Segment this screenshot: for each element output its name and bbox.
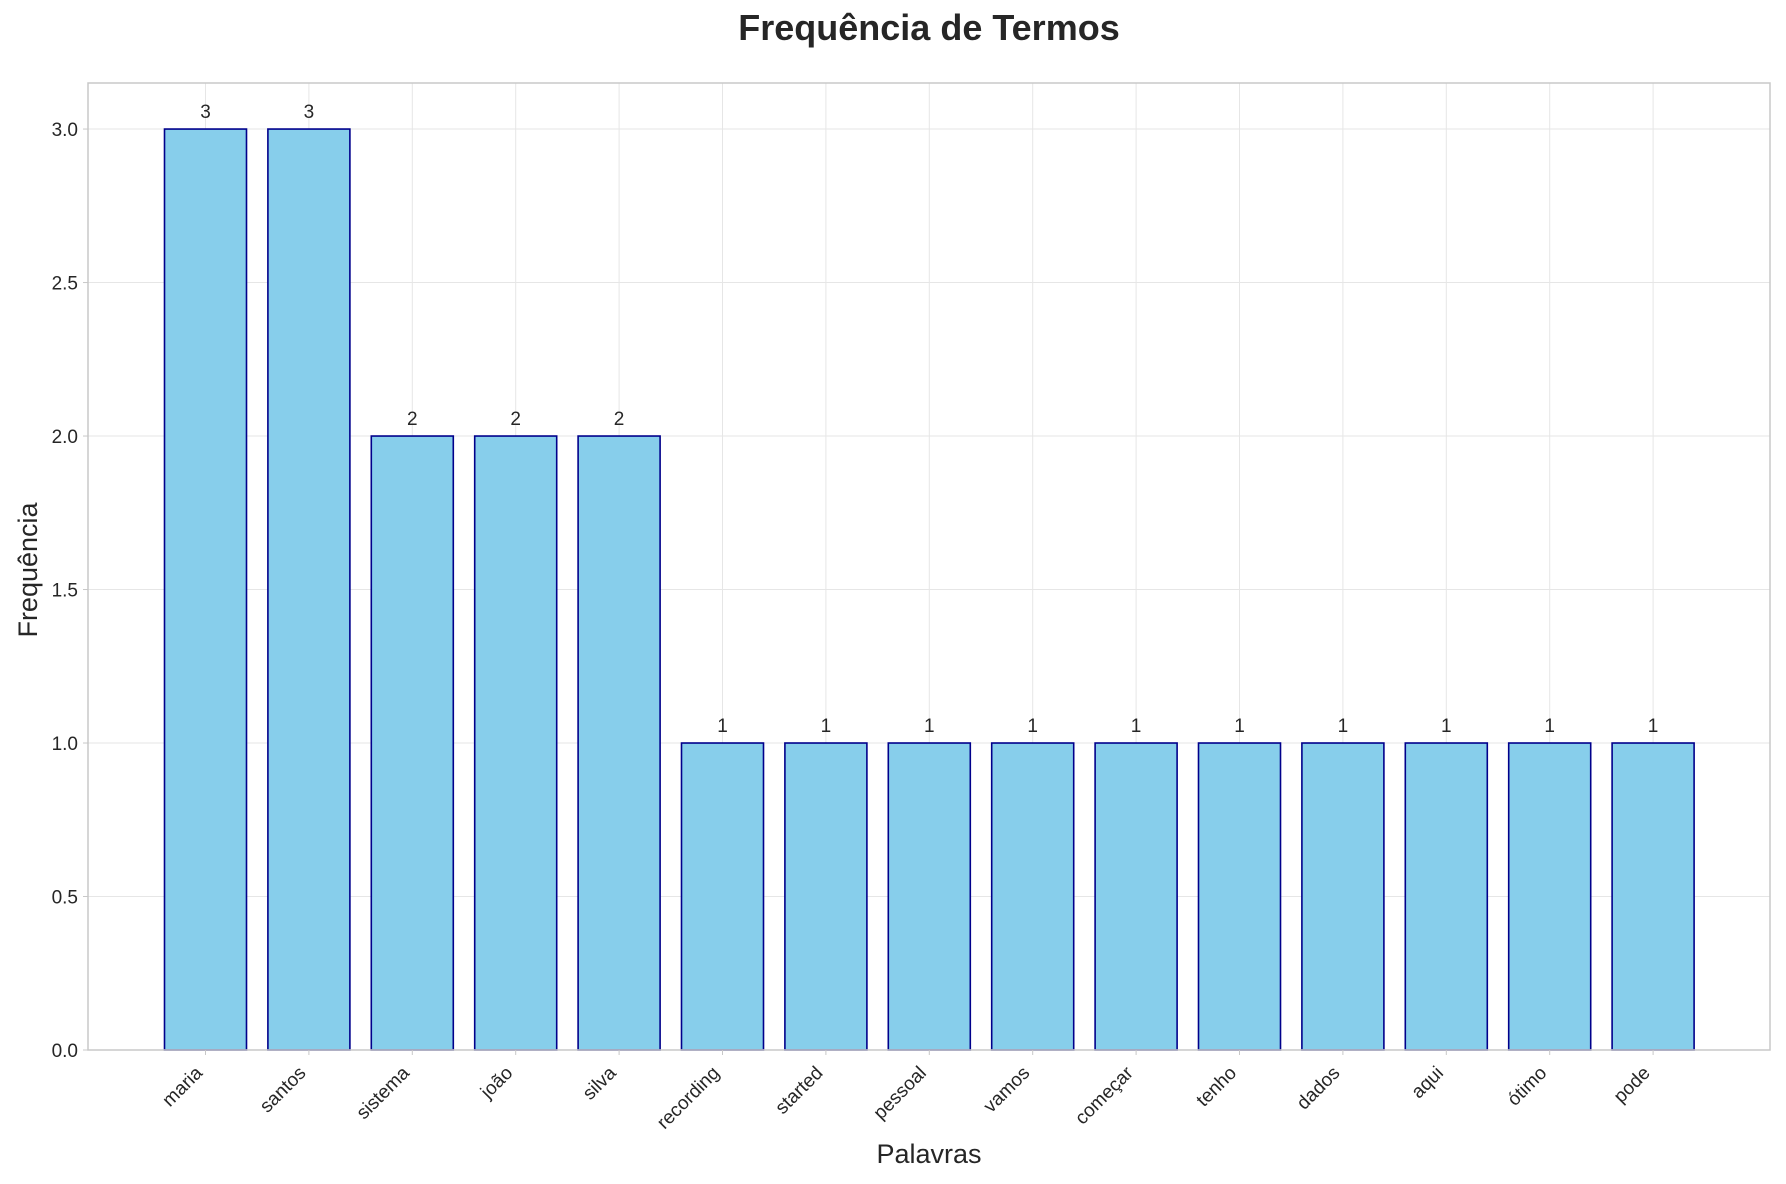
bar [1611,742,1695,1051]
bar-value-label: 2 [614,409,625,430]
bars [163,128,1695,1051]
x-axis-label: Palavras [876,1139,981,1169]
y-tick-label: 1.5 [52,581,78,602]
bar-value-label: 1 [1441,716,1452,737]
x-tick-label: pode [1610,1063,1655,1108]
bar [1094,742,1178,1051]
bar [1197,742,1282,1051]
bar [990,742,1075,1051]
x-tick-label: tenho [1193,1063,1241,1111]
y-tick-label: 0.0 [52,1041,78,1062]
bar-value-label: 1 [1234,716,1245,737]
y-tick-label: 2.5 [52,274,78,295]
bar [163,128,248,1051]
x-tick-label: silva [579,1062,621,1104]
bar-value-label: 2 [407,409,418,430]
x-tick-label: dados [1293,1063,1344,1114]
bar-value-label: 3 [200,102,211,123]
bar-value-label: 1 [821,716,832,737]
x-tick-label: santos [256,1063,310,1117]
bar-value-label: 2 [510,409,521,430]
bar-value-label: 1 [717,716,728,737]
x-tick-label: pessoal [870,1063,931,1124]
bar [1301,742,1385,1051]
x-tick-label: vamos [980,1063,1034,1117]
bar [680,742,765,1051]
bar-value-label: 1 [1027,716,1038,737]
y-axis-ticks: 0.0 0.5 1.0 1.5 2.0 2.5 3.0 [52,120,88,1062]
bar-value-label: 1 [1131,716,1142,737]
bar-value-label: 1 [1544,716,1555,737]
bar-value-label: 1 [924,716,935,737]
x-tick-label: recording [653,1063,724,1134]
x-tick-label: joão [476,1063,517,1104]
bar-value-label: 3 [304,102,315,123]
x-axis-ticks: maria santos sistema joão silva recording star… [159,1050,1655,1134]
y-tick-label: 3.0 [52,120,78,141]
x-tick-label: ótimo [1504,1063,1552,1111]
y-tick-label: 0.5 [52,888,78,909]
bar [267,128,351,1051]
y-tick-label: 2.0 [52,427,78,448]
data-labels: 3 3 2 2 2 1 1 1 1 1 1 1 1 1 1 [200,102,1658,737]
bar [577,435,661,1051]
x-tick-label: começar [1071,1062,1138,1129]
y-axis-label: Frequência [13,501,43,637]
bar [370,435,455,1051]
bar-value-label: 1 [1338,716,1349,737]
bar [887,742,972,1051]
y-tick-label: 1.0 [52,734,78,755]
x-tick-label: maria [159,1062,208,1111]
chart-title: Frequência de Termos [738,7,1119,48]
x-tick-label: aqui [1408,1063,1448,1103]
bar [1404,742,1489,1051]
x-tick-label: sistema [353,1062,414,1123]
bar-value-label: 1 [1648,716,1659,737]
bar [1507,742,1592,1051]
x-tick-label: started [772,1063,828,1119]
bar [473,435,558,1051]
bar [784,742,868,1051]
